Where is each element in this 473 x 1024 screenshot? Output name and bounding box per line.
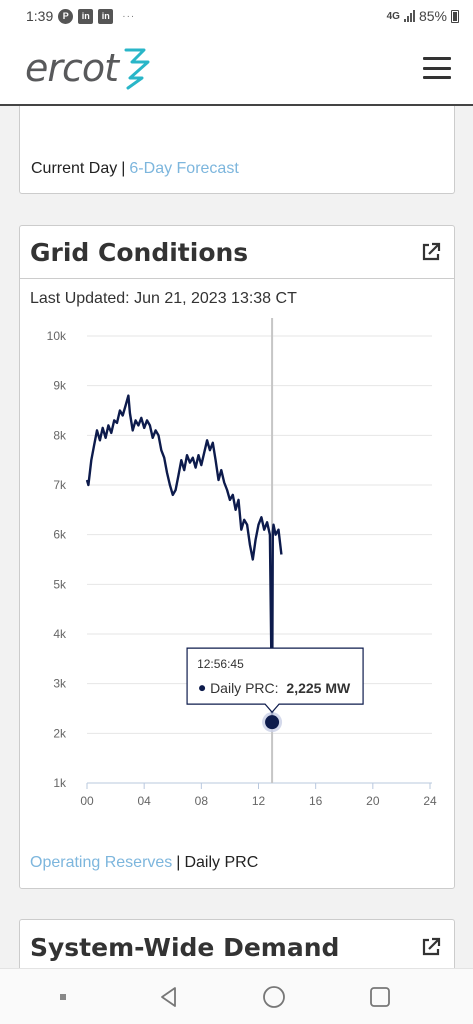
linkedin-icon: in — [78, 8, 94, 24]
y-tick-label: 6k — [53, 528, 67, 542]
system-nav-bar — [0, 968, 473, 1024]
status-right: 4G 85% — [387, 8, 459, 24]
status-time: 1:39 — [26, 8, 54, 24]
card-title: Grid Conditions — [30, 237, 249, 267]
external-link-icon[interactable] — [420, 936, 442, 958]
overview-button[interactable] — [360, 977, 400, 1017]
status-bar: 1:39 P in in ··· 4G 85% — [0, 0, 473, 32]
x-tick-label: 12 — [252, 794, 266, 808]
menu-bar — [423, 76, 451, 79]
card-header: System-Wide Demand — [20, 920, 454, 974]
status-left: 1:39 P in in ··· — [26, 8, 135, 24]
ercot-logo[interactable]: ercot — [25, 46, 152, 90]
x-tick-label: 04 — [137, 794, 151, 808]
y-tick-label: 1k — [53, 776, 67, 790]
back-button[interactable] — [149, 977, 189, 1017]
operating-reserves-link[interactable]: Operating Reserves — [30, 854, 173, 871]
y-tick-label: 8k — [53, 428, 67, 442]
menu-bar — [423, 57, 451, 60]
external-link-icon[interactable] — [420, 241, 442, 263]
x-tick-label: 24 — [423, 794, 437, 808]
last-updated: Last Updated: Jun 21, 2023 13:38 CT — [30, 290, 297, 307]
six-day-forecast-link[interactable]: 6-Day Forecast — [129, 160, 239, 177]
daily-prc-label: Daily PRC — [184, 854, 259, 871]
linkedin-icon: in — [98, 8, 114, 24]
forecast-card: Current Day | 6-Day Forecast — [19, 106, 455, 194]
tooltip-dot-icon — [199, 685, 206, 692]
logo-text: ercot — [25, 46, 119, 90]
tooltip-label: Daily PRC: 2,225 MW — [210, 680, 351, 696]
x-tick-label: 00 — [80, 794, 94, 808]
grid-conditions-chart[interactable]: 1k 2k 3k 4k 5k 6k 7k 8k 9k 10k 00 04 08 12 16 20 24 12:… — [20, 318, 456, 818]
daily-prc-line — [85, 394, 283, 724]
logo-mark-icon — [124, 48, 150, 90]
grid-conditions-card: Grid Conditions Last Updated: Jun 21, 20… — [19, 225, 455, 889]
x-tick-label: 08 — [195, 794, 209, 808]
current-day-tab[interactable]: Current Day — [31, 160, 118, 177]
grid-links: Operating Reserves | Daily PRC — [30, 854, 258, 872]
menu-bar — [423, 66, 451, 70]
data-point[interactable] — [265, 715, 280, 730]
y-tick-label: 3k — [53, 677, 67, 691]
home-icon — [263, 985, 286, 1008]
y-tick-label: 5k — [53, 577, 67, 591]
menu-button[interactable] — [423, 57, 451, 79]
y-tick-label: 7k — [53, 478, 67, 492]
card-title: System-Wide Demand — [30, 932, 340, 962]
recents-button[interactable] — [43, 977, 83, 1017]
overview-icon — [370, 986, 391, 1007]
battery-level: 85% — [418, 8, 447, 24]
app-header: ercot — [0, 32, 473, 106]
y-tick-label: 10k — [47, 329, 67, 343]
home-button[interactable] — [254, 977, 294, 1017]
back-icon — [160, 986, 176, 1007]
battery-icon — [451, 9, 459, 23]
signal-icon — [403, 10, 415, 22]
tooltip-box — [186, 647, 364, 714]
link-separator: | — [176, 854, 181, 871]
y-tick-label: 9k — [53, 379, 67, 393]
tooltip-series-label: Daily PRC: — [210, 680, 278, 696]
pinterest-icon: P — [58, 8, 74, 24]
y-tick-label: 4k — [53, 627, 67, 641]
link-separator: | — [121, 160, 126, 177]
status-overflow: ··· — [122, 10, 136, 22]
y-tick-label: 2k — [53, 726, 67, 740]
recents-icon — [59, 993, 66, 1000]
tooltip-time: 12:56:45 — [197, 657, 244, 671]
chart-tooltip: 12:56:45 Daily PRC: 2,225 MW — [186, 647, 364, 714]
x-tick-label: 16 — [309, 794, 323, 808]
card-header: Grid Conditions — [20, 226, 454, 279]
x-tick-label: 20 — [366, 794, 380, 808]
forecast-links: Current Day | 6-Day Forecast — [31, 160, 239, 178]
network-type: 4G — [386, 10, 400, 22]
tooltip-value: 2,225 MW — [286, 680, 351, 696]
